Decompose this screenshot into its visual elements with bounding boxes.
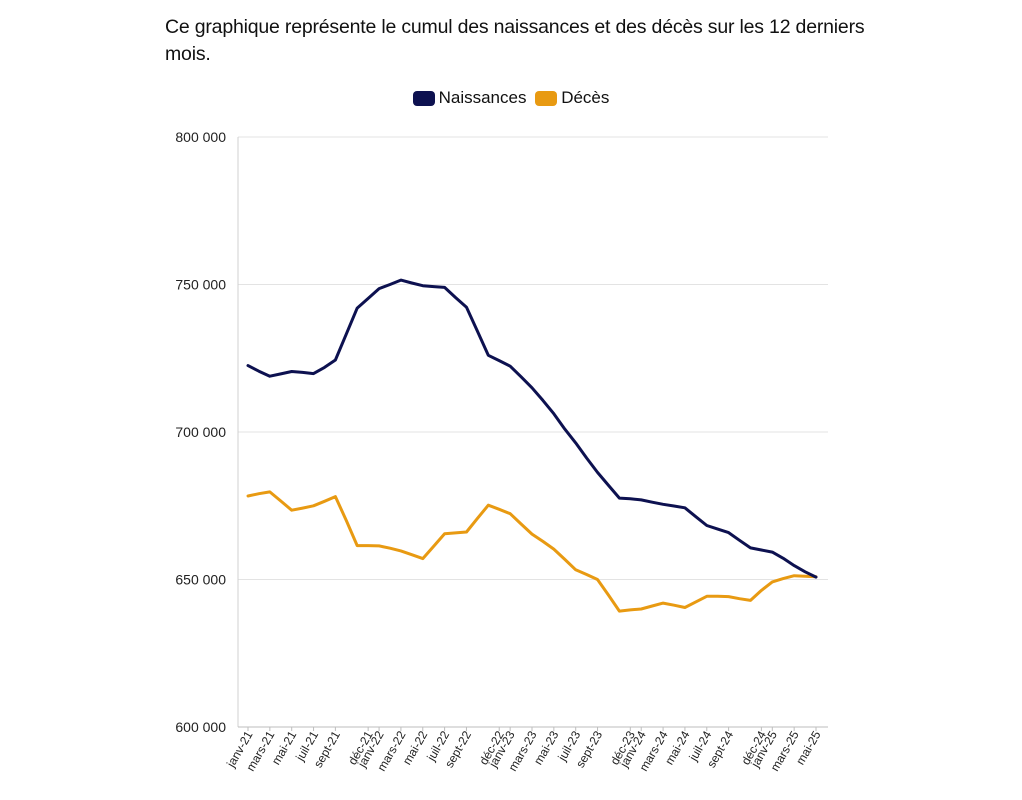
legend-label-deces: Décès [561,88,610,107]
y-tick-label: 700 000 [175,424,226,440]
y-tick-label: 600 000 [175,719,226,735]
chart-title: Ce graphique représente le cumul des nai… [165,16,865,65]
legend-item-deces[interactable]: Décès [535,88,609,108]
legend-swatch-deces [535,90,558,106]
y-tick-label: 800 000 [175,129,226,145]
legend-item-naissances[interactable]: Naissances [412,88,527,108]
legend-label-naissances: Naissances [438,88,527,107]
y-tick-label: 750 000 [175,277,226,293]
legend-swatch-naissances [412,90,435,106]
chart-legend: Naissances Décès [0,88,1022,111]
y-tick-label: 650 000 [175,572,226,588]
series-line-deces [246,490,818,613]
series-line-naissances [246,278,818,579]
